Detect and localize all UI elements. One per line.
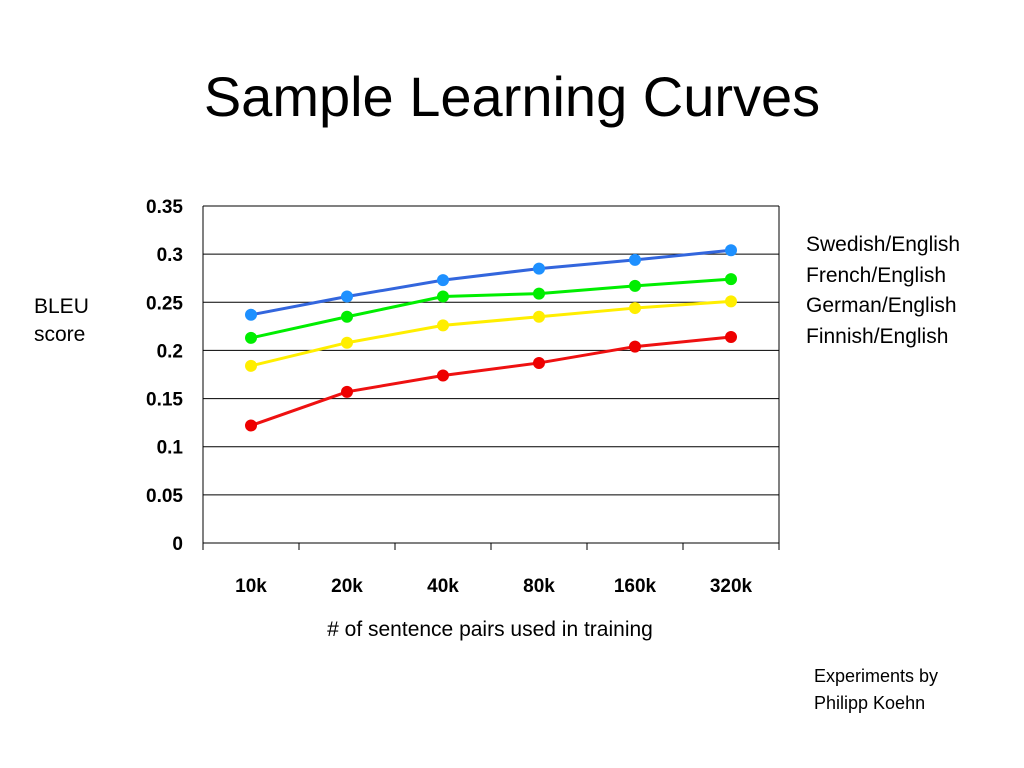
data-point (245, 331, 257, 344)
x-tick-label: 40k (427, 576, 459, 597)
y-axis-label-line: score (34, 323, 86, 346)
y-axis-label: BLEU score (34, 293, 89, 349)
data-point (533, 262, 545, 275)
x-tick-label: 160k (614, 576, 657, 597)
data-point (533, 310, 545, 323)
data-point (725, 330, 737, 343)
data-point (629, 279, 641, 292)
y-tick-label: 0.1 (157, 438, 184, 459)
x-axis-label: # of sentence pairs used in training (327, 618, 653, 641)
chart-axes: 0 0.05 0.1 0.15 0.2 0.25 0.3 0.35 10k 20k 40k 80k 16… (146, 197, 780, 597)
legend-entry-swedish: Swedish/English (806, 233, 961, 256)
credit-line: Experiments by (814, 666, 939, 686)
credit-note: Experiments by Philipp Koehn (814, 663, 938, 717)
data-point (629, 340, 641, 353)
x-tick-label: 20k (331, 576, 363, 597)
data-point (341, 336, 353, 349)
y-tick-label: 0.25 (146, 293, 183, 314)
legend-entry-finnish: Finnish/English (806, 324, 949, 348)
x-tick-label: 320k (710, 576, 753, 597)
y-axis-label-line: BLEU (34, 295, 89, 318)
y-tick-label: 0.2 (157, 341, 183, 362)
legend-entry-french: French/English (806, 263, 947, 287)
data-point (245, 419, 257, 432)
data-point (437, 319, 449, 332)
y-tick-label: 0.3 (157, 245, 183, 266)
slide-title: Sample Learning Curves (203, 65, 821, 128)
series-line (250, 299, 732, 368)
data-point (725, 244, 737, 257)
series-line (250, 248, 732, 317)
y-tick-label: 0.35 (146, 197, 183, 218)
data-point (725, 273, 737, 286)
data-point (341, 310, 353, 323)
legend-entry-german: German/English (806, 294, 957, 317)
x-tick-label: 10k (235, 576, 267, 597)
data-point (437, 369, 449, 382)
chart-gridlines (203, 205, 779, 544)
data-point (533, 287, 545, 300)
data-point (245, 308, 257, 321)
data-point (533, 356, 545, 369)
data-point (725, 295, 737, 308)
data-point (245, 359, 257, 372)
y-tick-label: 0.05 (146, 486, 183, 507)
data-point (629, 253, 641, 266)
credit-line: Philipp Koehn (814, 693, 926, 713)
data-point (341, 385, 353, 398)
series-line (250, 277, 732, 340)
y-tick-label: 0.15 (146, 390, 183, 411)
data-point (437, 274, 449, 287)
chart-legend: Swedish/English French/English German/En… (806, 230, 960, 352)
data-point (437, 290, 449, 303)
data-point (341, 290, 353, 303)
series-line (250, 335, 732, 427)
data-point (629, 302, 641, 315)
y-tick-label: 0 (172, 534, 183, 555)
chart-series (245, 244, 737, 432)
x-tick-label: 80k (523, 576, 555, 597)
